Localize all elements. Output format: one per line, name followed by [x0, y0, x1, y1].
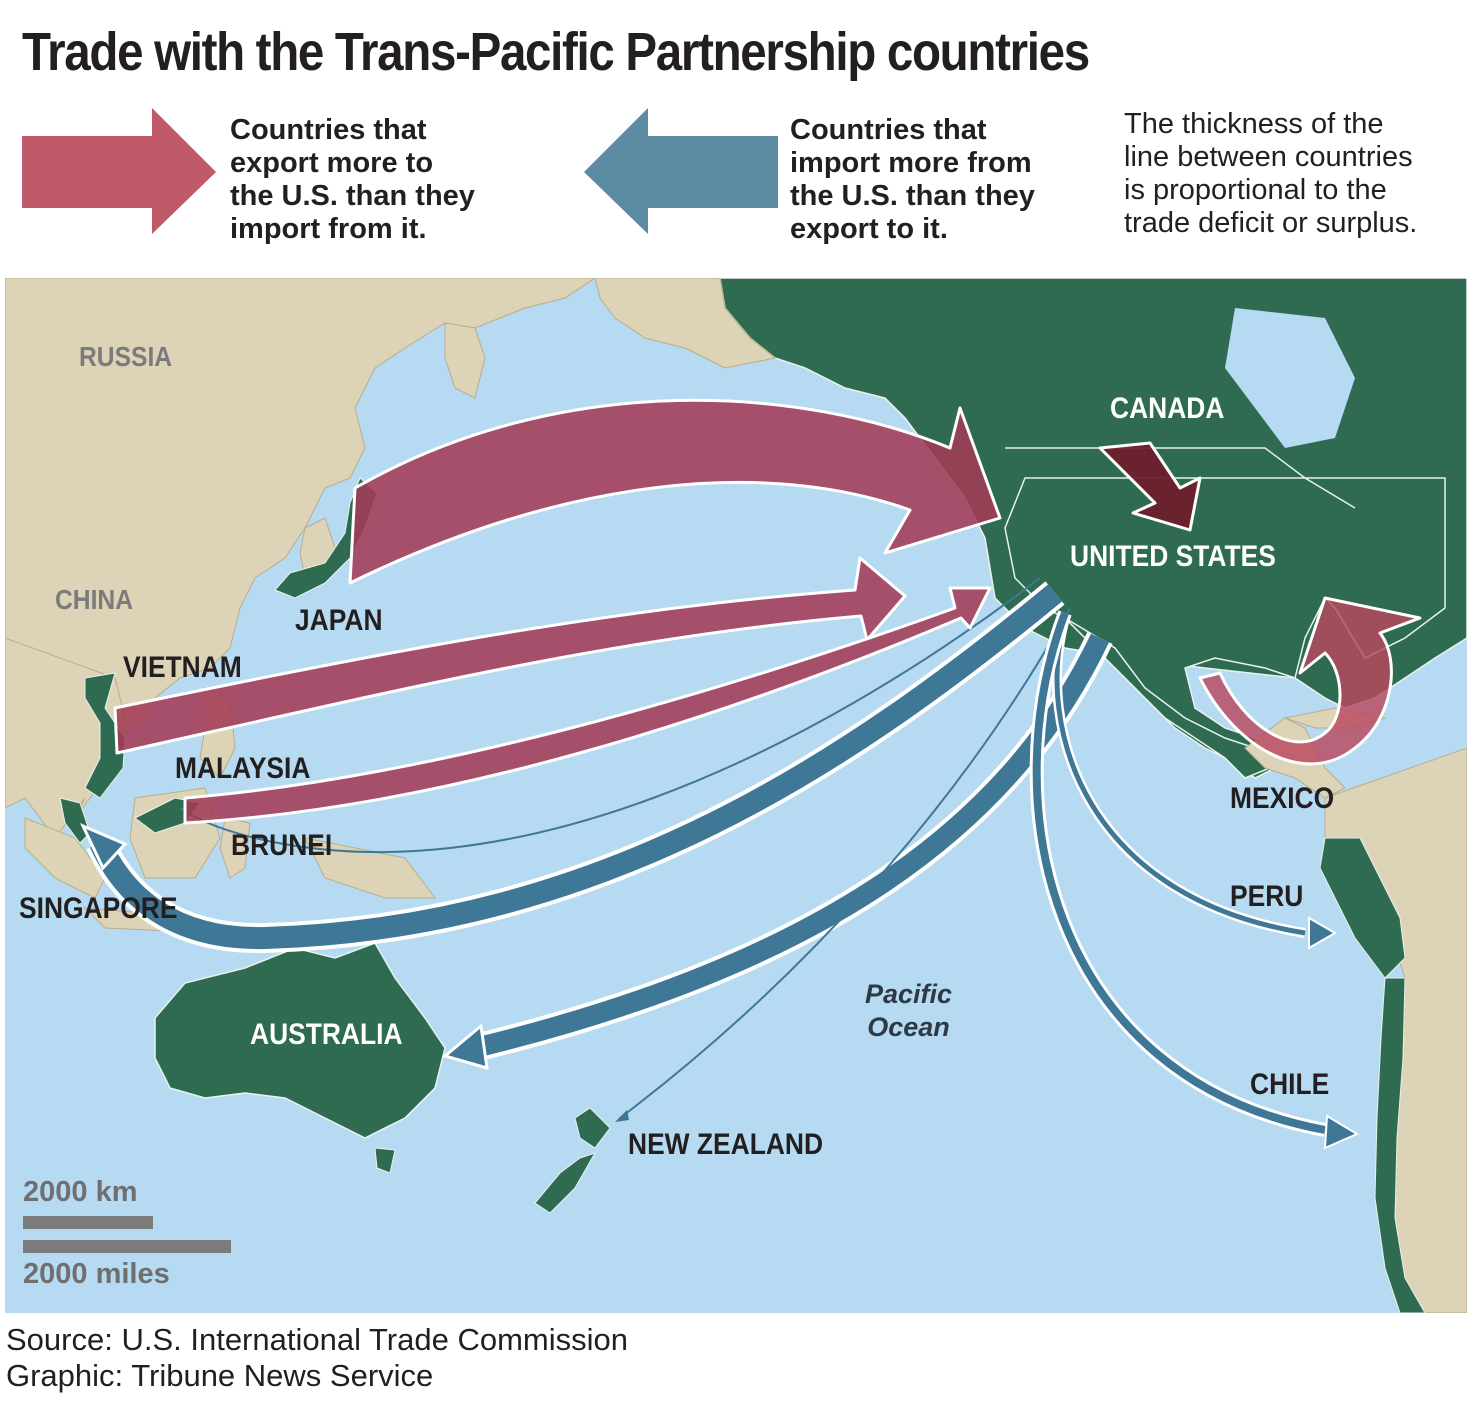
label-chile: CHILE [1250, 1068, 1330, 1101]
thickness-note: The thickness of the line between countr… [1124, 108, 1418, 239]
label-singapore: SINGAPORE [19, 892, 178, 925]
label-canada: CANADA [1110, 392, 1225, 425]
export-flows [113, 398, 1422, 825]
new-zealand-landmass [534, 1107, 611, 1214]
vietnam-landmass [84, 672, 126, 799]
scale-km-label: 2000 km [23, 1176, 138, 1208]
flow-australia [471, 631, 1113, 1062]
kamchatka-landmass [444, 322, 486, 399]
flow-mexico [1198, 596, 1422, 766]
flow-new-zealand-head [615, 1110, 629, 1122]
pacific-map: RUSSIA CHINA CANADA UNITED STATES JAPAN … [5, 278, 1467, 1313]
label-pacific-ocean: Pacific Ocean [865, 979, 953, 1042]
label-united-states: UNITED STATES [1070, 540, 1276, 573]
map-title: Trade with the Trans-Pacific Partnership… [22, 22, 1090, 82]
label-china: CHINA [55, 584, 134, 615]
flow-australia-head [441, 1023, 489, 1071]
new-guinea-landmass [304, 837, 436, 899]
label-malaysia: MALAYSIA [175, 752, 311, 785]
flow-chile-head [1323, 1114, 1360, 1150]
label-mexico: MEXICO [1230, 782, 1335, 815]
flow-peru-head [1308, 916, 1338, 950]
chile-landmass [1374, 977, 1426, 1313]
import-flows [79, 577, 1360, 1150]
alaska-landmass [594, 278, 777, 369]
label-peru: PERU [1230, 880, 1304, 913]
map-graphic [5, 278, 1467, 1313]
flow-singapore-head [79, 823, 128, 871]
source-credit: Source: U.S. International Trade Commiss… [6, 1322, 628, 1393]
label-brunei: BRUNEI [231, 829, 333, 862]
import-legend-arrow [584, 108, 778, 234]
scale-miles-label: 2000 miles [23, 1258, 170, 1290]
hudson-bay [1225, 308, 1355, 448]
flow-vietnam [113, 556, 907, 755]
label-japan: JAPAN [295, 604, 383, 637]
sulawesi-landmass [219, 817, 251, 879]
export-legend-text: Countries that export more to the U.S. t… [230, 114, 475, 245]
peru-landmass [1319, 837, 1406, 979]
label-australia: AUSTRALIA [250, 1018, 403, 1051]
tasmania-landmass [374, 1147, 396, 1174]
indonesia-landmass [24, 817, 106, 899]
export-legend-arrow [22, 108, 216, 234]
label-new-zealand: NEW ZEALAND [628, 1128, 824, 1161]
flow-malaysia [183, 586, 992, 825]
flow-japan [348, 398, 1002, 585]
scale-bar-km [23, 1216, 153, 1229]
flow-brunei [179, 577, 1041, 854]
scale-bar-miles [23, 1240, 231, 1253]
mexico-landmass [1064, 617, 1272, 779]
import-legend-text: Countries that import more from the U.S.… [790, 114, 1035, 245]
flow-canada [1098, 441, 1202, 532]
label-russia: RUSSIA [79, 341, 173, 372]
flow-new-zealand [619, 607, 1071, 1119]
label-vietnam: VIETNAM [123, 651, 242, 684]
